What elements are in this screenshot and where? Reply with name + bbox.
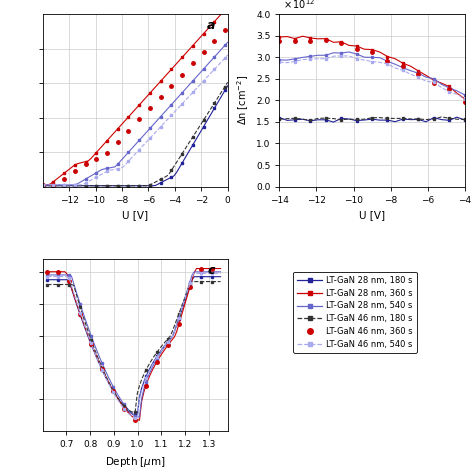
X-axis label: U [V]: U [V] [359,210,385,220]
X-axis label: U [V]: U [V] [122,210,148,220]
Text: c: c [207,264,215,277]
Y-axis label: $\Delta$n [cm$^{-2}$]: $\Delta$n [cm$^{-2}$] [235,75,251,126]
Legend: LT-GaN 28 nm, 180 s, LT-GaN 28 nm, 360 s, LT-GaN 28 nm, 540 s, LT-GaN 46 nm, 180: LT-GaN 28 nm, 180 s, LT-GaN 28 nm, 360 s… [293,272,417,353]
Text: $\times\,10^{12}$: $\times\,10^{12}$ [283,0,315,11]
Text: a: a [206,19,215,32]
X-axis label: Depth [$\mu$m]: Depth [$\mu$m] [105,455,165,469]
